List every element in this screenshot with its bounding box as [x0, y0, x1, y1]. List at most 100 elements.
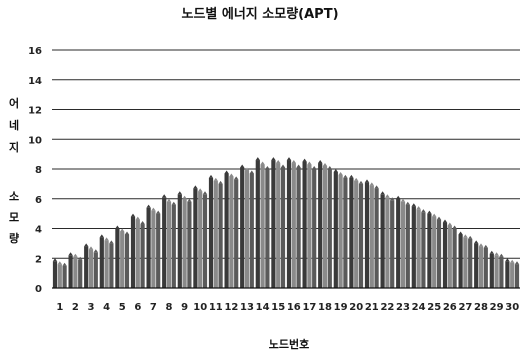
bar-cap	[249, 170, 254, 174]
bar-cap	[478, 243, 484, 247]
bar	[514, 264, 520, 288]
bar-cap	[468, 235, 473, 239]
bar-cap	[291, 160, 296, 164]
bar-cap	[52, 258, 58, 262]
bar-cap	[78, 256, 83, 260]
bar	[280, 167, 286, 288]
bar-cap	[171, 201, 176, 205]
bar	[229, 176, 234, 288]
bar	[291, 163, 296, 288]
bar	[478, 246, 484, 288]
bar	[78, 259, 83, 288]
bar-cap	[68, 252, 73, 256]
bar	[224, 173, 229, 288]
bar	[474, 243, 479, 289]
bar-cap	[322, 163, 328, 167]
bar	[432, 216, 437, 288]
bar-cap	[218, 180, 223, 184]
y-tick-label: 10	[28, 135, 42, 146]
bar-cap	[104, 237, 109, 241]
bar	[265, 169, 270, 288]
bar	[400, 201, 406, 288]
bar-cap	[452, 225, 457, 229]
bar	[307, 164, 312, 288]
y-tick-label: 2	[35, 254, 42, 265]
bar-cap	[458, 231, 463, 235]
bar-cap	[182, 195, 187, 199]
x-tick-label: 30	[505, 302, 519, 313]
bar	[499, 256, 504, 288]
bar-cap	[405, 201, 410, 205]
x-axis-label: 노드번호	[269, 337, 309, 351]
bar	[271, 160, 276, 288]
bar-cap	[177, 191, 182, 195]
bar	[483, 247, 488, 288]
x-tick-label: 29	[490, 302, 504, 313]
x-tick-label: 14	[256, 302, 270, 313]
x-tick-label: 11	[209, 302, 223, 313]
bar	[416, 209, 421, 288]
bar	[322, 166, 328, 288]
bar-cap	[208, 174, 214, 178]
bar-cap	[57, 261, 62, 265]
bar	[249, 173, 254, 288]
x-tick-label: 13	[240, 302, 254, 313]
bar	[385, 197, 390, 288]
y-axis-label-char: 어	[9, 96, 19, 110]
bar	[88, 249, 94, 288]
bar-cap	[421, 209, 426, 213]
bar	[442, 222, 448, 288]
x-tick-label: 8	[166, 302, 173, 313]
bar-cap	[202, 191, 208, 195]
y-axis-label-char: 소	[9, 190, 19, 203]
bar	[380, 194, 385, 288]
bar	[364, 182, 370, 288]
x-tick-label: 4	[103, 302, 110, 313]
bar-cap	[338, 171, 343, 175]
bar-cap	[84, 243, 89, 247]
bar	[68, 255, 73, 288]
bar-cap	[327, 166, 332, 169]
bar-cap	[364, 179, 370, 183]
bar-cap	[271, 157, 276, 161]
y-tick-label: 12	[28, 106, 42, 117]
bar-cap	[400, 198, 406, 202]
bar-cap	[380, 191, 385, 195]
bar	[124, 234, 130, 288]
bar	[84, 246, 89, 288]
bar-cap	[349, 174, 354, 178]
bar	[140, 224, 145, 288]
bar-cap	[224, 170, 229, 174]
bar	[104, 240, 109, 288]
bar	[505, 261, 510, 288]
x-tick-label: 21	[365, 302, 379, 313]
bar-cap	[312, 166, 317, 169]
bar-cap	[354, 177, 359, 181]
bar	[166, 201, 172, 288]
bar	[312, 169, 317, 288]
bar-cap	[494, 252, 499, 256]
bar	[343, 177, 348, 288]
bar	[458, 234, 463, 288]
y-tick-label: 8	[35, 165, 42, 176]
bar	[208, 177, 214, 288]
x-tick-label: 27	[458, 302, 472, 313]
bar	[374, 188, 379, 288]
bar	[296, 167, 301, 288]
bar-cap	[489, 250, 494, 254]
bar	[93, 252, 98, 288]
bar	[390, 200, 395, 288]
bar-cap	[499, 253, 504, 257]
bar	[255, 160, 260, 288]
bar-cap	[307, 161, 312, 165]
bar	[162, 197, 167, 288]
bar	[198, 191, 203, 288]
bar	[146, 207, 151, 288]
bar-cap	[146, 204, 151, 208]
bar-cap	[343, 174, 348, 178]
bar	[494, 255, 499, 288]
bar-cap	[442, 219, 448, 223]
bar-cap	[390, 197, 395, 201]
bar	[182, 198, 187, 288]
